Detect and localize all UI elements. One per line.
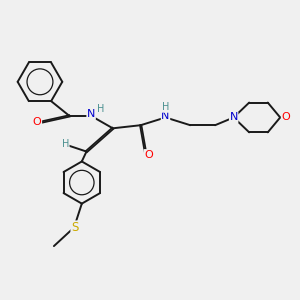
Text: N: N [161,111,170,121]
Text: N: N [87,110,95,119]
Text: H: H [162,102,169,112]
Text: H: H [62,139,69,149]
Text: H: H [97,104,105,114]
Text: O: O [144,150,153,160]
Text: S: S [71,221,78,234]
Text: O: O [33,117,42,127]
Text: N: N [230,112,238,122]
Text: O: O [281,112,290,122]
